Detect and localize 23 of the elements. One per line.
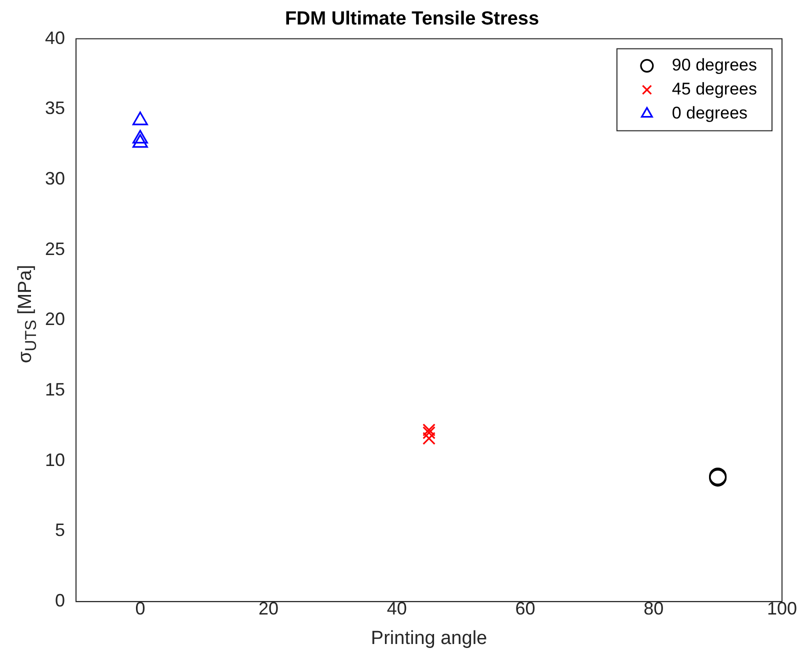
legend-label: 0 degrees [672,103,748,122]
x-tick-label: 60 [515,598,536,618]
legend-label: 45 degrees [672,79,758,98]
point [132,112,148,126]
x-tick-label: 80 [644,598,664,618]
y-tick-label: 20 [44,309,66,330]
point [132,134,148,148]
point [422,426,436,440]
y-tick-label: 35 [44,98,66,118]
x-axis-title: Printing angle [370,628,488,649]
legend-label: 90 degrees [672,55,758,74]
point [132,130,148,144]
y-tick-label: 15 [44,380,66,400]
x-tick-label: 20 [258,598,279,618]
y-tick-label: 10 [44,450,66,470]
x-tick-label: 100 [766,598,798,618]
x-tick-label: 0 [135,598,146,618]
x-tick-label: 40 [386,598,407,618]
chart-title: FDM Ultimate Tensile Stress [284,8,540,30]
y-tick-label: 5 [55,520,66,540]
y-tick-label: 40 [44,28,66,48]
y-tick-label: 30 [44,168,66,188]
y-tick-label: 25 [44,238,66,259]
